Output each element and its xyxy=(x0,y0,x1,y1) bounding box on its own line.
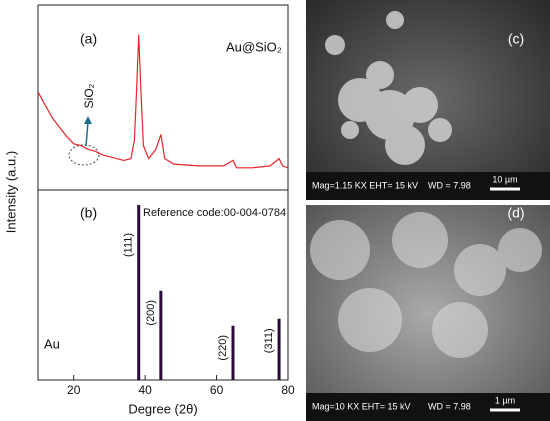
y-axis-label: Intensity (a.u.) xyxy=(3,151,18,233)
arrow-head xyxy=(84,116,92,124)
x-tick-label: 80 xyxy=(281,383,295,397)
sem-image-c: Mag=1.15 KX EHT= 15 kV WD = 7.98 10 µm (… xyxy=(306,0,550,200)
annotation: SiO₂ xyxy=(82,83,96,108)
annotation: Au@SiO₂ xyxy=(226,39,282,54)
panel-label: (a) xyxy=(80,31,97,47)
arrow xyxy=(85,121,89,147)
panel-label: (b) xyxy=(80,205,97,221)
sem-image-d: Mag=10 KX EHT= 15 kV WD = 7.98 1 µm (d) xyxy=(306,205,550,421)
sem-info: Mag=10 KX EHT= 15 kV xyxy=(312,401,411,411)
sem-info: Mag=1.15 KX EHT= 15 kV xyxy=(312,180,418,190)
highlight xyxy=(68,144,100,166)
peak-label: (200) xyxy=(145,300,157,326)
x-tick-label: 20 xyxy=(67,383,81,397)
xrd-curve xyxy=(37,34,289,169)
panel-label: (d) xyxy=(507,205,524,221)
peak-label: (311) xyxy=(263,328,275,353)
sem-wd: WD = 7.98 xyxy=(428,401,471,411)
peak-label: (111) xyxy=(123,233,135,257)
sem-wd: WD = 7.98 xyxy=(428,180,471,190)
x-tick-label: 40 xyxy=(138,383,152,397)
panel-a-frame xyxy=(37,4,289,191)
x-tick-label: 60 xyxy=(210,383,224,397)
scale-label: 1 µm xyxy=(495,395,515,405)
annotation: Au xyxy=(44,336,60,351)
peak-label: (220) xyxy=(217,335,229,361)
annotation: Reference code:00-004-0784 xyxy=(143,207,286,219)
panel-label: (c) xyxy=(508,31,524,47)
x-axis-label: Degree (2θ) xyxy=(128,401,197,416)
scale-label: 10 µm xyxy=(492,174,517,184)
panel-b-frame xyxy=(37,189,289,381)
